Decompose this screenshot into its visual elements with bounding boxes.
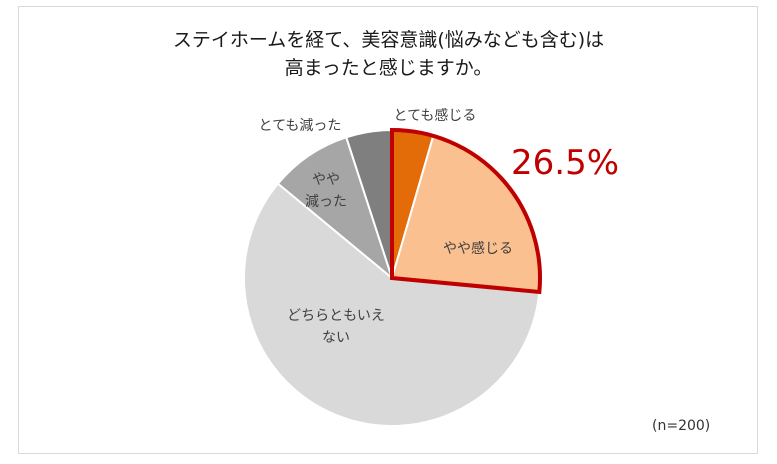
pie-slices bbox=[243, 128, 541, 427]
chart-title: ステイホームを経て、美容意識(悩みなども含む)は 高まったと感じますか。 bbox=[0, 26, 777, 82]
slice-label-3-line-2: ない bbox=[322, 330, 350, 346]
slice-label-2: やや感じる bbox=[443, 240, 513, 257]
slice-label-3: どちらともいえない bbox=[287, 308, 385, 346]
pie-slice-4 bbox=[276, 135, 395, 281]
highlight-outline bbox=[390, 127, 542, 295]
sample-size-note: (n=200) bbox=[652, 418, 711, 434]
slice-label-4-line-2: 減った bbox=[305, 193, 347, 210]
pie-slice-3 bbox=[243, 182, 541, 427]
chart-title-line-2: 高まったと感じますか。 bbox=[284, 57, 493, 79]
slice-label-2-line-1: やや感じる bbox=[443, 240, 513, 257]
slice-label-4: やや減った bbox=[305, 172, 347, 210]
slice-label-3-line-1: どちらともいえ bbox=[287, 308, 385, 324]
slice-label-5: とても減った bbox=[259, 117, 342, 134]
highlight-value-label: 26.5% bbox=[511, 143, 619, 183]
slice-label-5-line-1: とても減った bbox=[259, 117, 342, 134]
slice-label-1: とても感じる bbox=[394, 107, 477, 124]
slice-label-1-line-1: とても感じる bbox=[394, 107, 477, 124]
chart-title-line-1: ステイホームを経て、美容意識(悩みなども含む)は bbox=[172, 29, 605, 51]
slice-label-4-line-1: やや bbox=[312, 172, 340, 188]
